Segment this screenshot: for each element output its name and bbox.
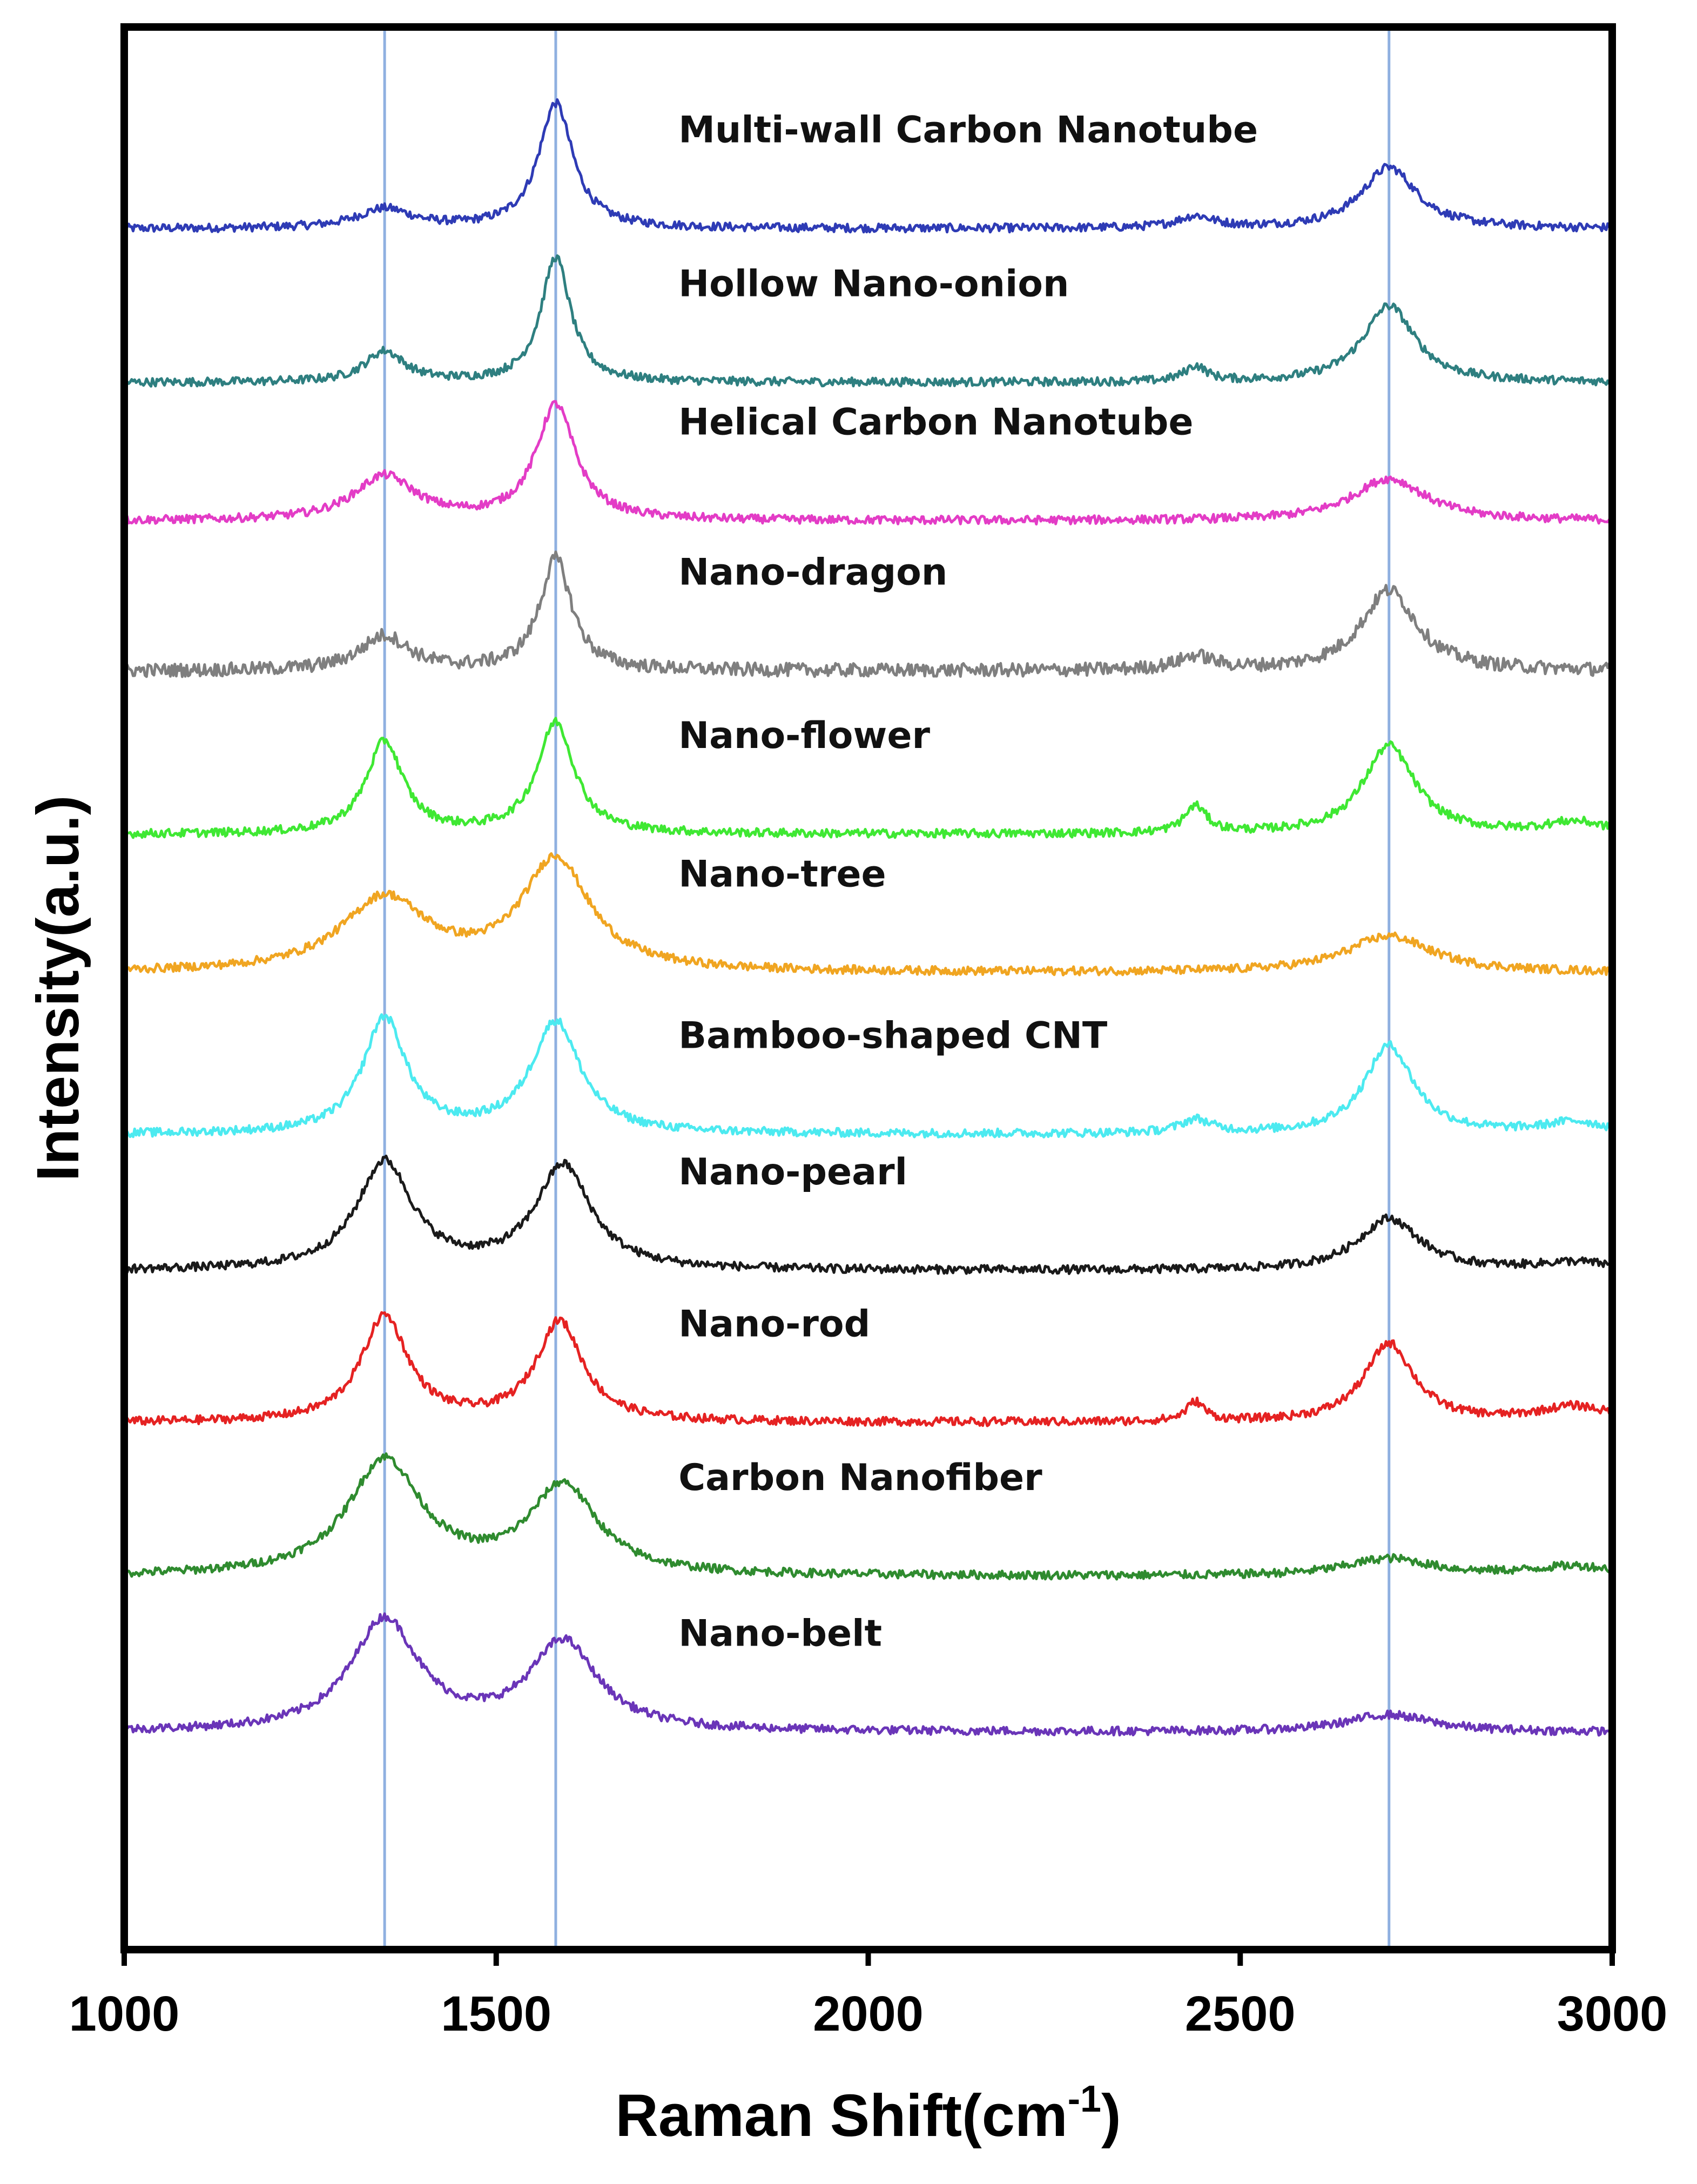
series-label-2: Helical Carbon Nanotube bbox=[678, 401, 1193, 444]
x-axis-title-superscript: -1 bbox=[1068, 2078, 1101, 2120]
series-label-5: Nano-tree bbox=[678, 853, 886, 895]
series-line-9 bbox=[123, 1452, 1614, 1581]
series-line-6 bbox=[123, 1013, 1614, 1139]
series-label-0: Multi-wall Carbon Nanotube bbox=[678, 109, 1258, 152]
y-axis-title: Intensity(a.u.) bbox=[25, 795, 91, 1181]
x-tick-label-1: 1500 bbox=[441, 1986, 551, 2041]
reference-lines bbox=[383, 27, 1391, 1950]
x-tick-label-3: 2500 bbox=[1185, 1986, 1296, 2041]
series-label-8: Nano-rod bbox=[678, 1303, 870, 1345]
x-axis-title-main: Raman Shift(cm bbox=[615, 2082, 1067, 2149]
series-label-7: Nano-pearl bbox=[678, 1151, 907, 1194]
x-tick-label-0: 1000 bbox=[69, 1986, 180, 2041]
series-line-4 bbox=[123, 717, 1614, 839]
x-axis-title-suffix: ) bbox=[1101, 2082, 1121, 2149]
series-line-10 bbox=[123, 1612, 1614, 1737]
x-tick-label-2: 2000 bbox=[813, 1986, 924, 2041]
series-line-5 bbox=[123, 852, 1613, 976]
series-label-9: Carbon Nanofiber bbox=[678, 1457, 1042, 1499]
series-line-1 bbox=[123, 254, 1614, 388]
series-line-7 bbox=[123, 1155, 1613, 1275]
series-line-3 bbox=[123, 550, 1614, 678]
series-group bbox=[123, 98, 1614, 1737]
x-axis-title: Raman Shift(cm-1) bbox=[615, 2078, 1121, 2149]
series-labels: Multi-wall Carbon Nanotube Hollow Nano-on… bbox=[678, 109, 1258, 1655]
series-line-8 bbox=[123, 1311, 1614, 1427]
series-line-2 bbox=[123, 400, 1613, 525]
series-label-4: Nano-flower bbox=[678, 714, 930, 757]
series-line-0 bbox=[123, 98, 1613, 234]
series-label-6: Bamboo-shaped CNT bbox=[678, 1014, 1108, 1057]
x-axis-ticks: 1000 1500 2000 2500 3000 bbox=[69, 1950, 1668, 2041]
series-label-10: Nano-belt bbox=[678, 1613, 882, 1655]
series-label-1: Hollow Nano-onion bbox=[678, 262, 1069, 305]
series-label-3: Nano-dragon bbox=[678, 551, 947, 594]
x-tick-label-4: 3000 bbox=[1557, 1986, 1668, 2041]
